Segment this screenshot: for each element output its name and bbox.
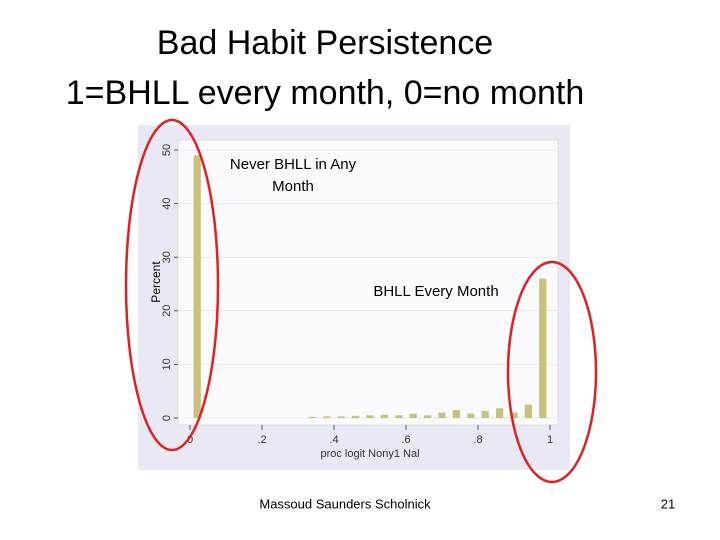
x-tick-label: 1 [547, 434, 553, 446]
y-tick-label: 10 [161, 358, 173, 370]
bar [524, 404, 532, 418]
bar [337, 416, 345, 418]
y-axis-label: Percent [149, 261, 163, 303]
annotation: Never BHLL in Any [230, 156, 357, 173]
page-number: 21 [661, 496, 675, 511]
bar [452, 409, 460, 418]
annotation: BHLL Every Month [373, 283, 498, 300]
bar [308, 416, 316, 418]
x-tick-label: .6 [401, 434, 410, 446]
y-tick-label: 30 [161, 251, 173, 263]
bar [409, 413, 417, 418]
x-axis-label: proc logit Nony1 Nal [320, 448, 419, 460]
highlight-ellipse [506, 260, 598, 484]
bar [467, 413, 475, 418]
bar [510, 412, 518, 418]
bar [496, 408, 504, 418]
bar [352, 415, 360, 418]
bar [366, 415, 374, 418]
y-tick-label: 0 [161, 415, 173, 421]
bar [323, 416, 331, 418]
x-tick-label: 0 [187, 434, 193, 446]
bar [193, 155, 201, 419]
x-tick-label: .4 [329, 434, 338, 446]
bar [424, 415, 432, 418]
x-tick-label: .8 [473, 434, 482, 446]
title-line: 1=BHLL every month, 0=no month [66, 74, 585, 112]
plot-area [177, 139, 559, 426]
highlight-ellipse [124, 118, 220, 452]
y-tick-label: 20 [161, 305, 173, 317]
title-line: Bad Habit Persistence [157, 24, 493, 62]
y-tick-label: 50 [161, 144, 173, 156]
bar [438, 412, 446, 418]
bar [395, 415, 403, 418]
bar [539, 278, 547, 418]
x-tick-label: .2 [257, 434, 266, 446]
footer: Massoud Saunders Scholnick [259, 496, 431, 511]
y-tick-label: 40 [161, 197, 173, 209]
bar [481, 411, 489, 418]
bar [380, 414, 388, 418]
annotation: Month [272, 178, 314, 195]
